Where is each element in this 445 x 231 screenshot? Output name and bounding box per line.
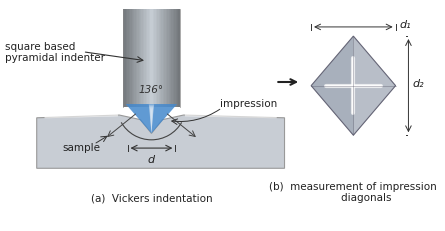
- Text: impression: impression: [220, 99, 278, 109]
- Polygon shape: [149, 9, 150, 107]
- Polygon shape: [166, 9, 167, 107]
- Polygon shape: [150, 108, 153, 133]
- Polygon shape: [164, 9, 166, 107]
- Polygon shape: [126, 104, 177, 133]
- Polygon shape: [126, 9, 127, 107]
- Polygon shape: [177, 9, 178, 107]
- Polygon shape: [150, 107, 153, 133]
- Polygon shape: [157, 9, 158, 107]
- Polygon shape: [163, 9, 164, 107]
- Polygon shape: [353, 36, 396, 135]
- Polygon shape: [167, 9, 169, 107]
- Polygon shape: [150, 109, 153, 133]
- Polygon shape: [160, 9, 162, 107]
- Polygon shape: [311, 86, 396, 135]
- Polygon shape: [171, 9, 173, 107]
- Polygon shape: [311, 36, 396, 86]
- Polygon shape: [147, 9, 149, 107]
- Polygon shape: [136, 9, 137, 107]
- Polygon shape: [150, 9, 151, 107]
- Polygon shape: [311, 36, 353, 135]
- Polygon shape: [178, 9, 180, 107]
- Polygon shape: [37, 115, 284, 168]
- Polygon shape: [151, 9, 153, 107]
- Polygon shape: [150, 110, 153, 133]
- Polygon shape: [151, 110, 152, 133]
- Polygon shape: [137, 9, 139, 107]
- Polygon shape: [170, 9, 171, 107]
- Polygon shape: [174, 9, 176, 107]
- Polygon shape: [146, 9, 147, 107]
- Polygon shape: [133, 9, 134, 107]
- Polygon shape: [158, 9, 160, 107]
- Polygon shape: [125, 9, 126, 107]
- Text: (a)  Vickers indentation: (a) Vickers indentation: [91, 193, 212, 203]
- Polygon shape: [140, 9, 142, 107]
- Polygon shape: [156, 9, 157, 107]
- Polygon shape: [132, 9, 133, 107]
- Text: 136°: 136°: [139, 85, 164, 95]
- Text: d: d: [148, 155, 155, 165]
- Polygon shape: [149, 104, 154, 133]
- Text: square based
pyramidal indenter: square based pyramidal indenter: [4, 42, 105, 63]
- Text: (b)  measurement of impression
        diagonals: (b) measurement of impression diagonals: [270, 182, 437, 203]
- Polygon shape: [149, 105, 154, 133]
- Polygon shape: [162, 9, 163, 107]
- Polygon shape: [149, 105, 154, 133]
- Polygon shape: [123, 9, 125, 107]
- Polygon shape: [129, 9, 130, 107]
- Polygon shape: [154, 9, 156, 107]
- Polygon shape: [176, 9, 177, 107]
- Text: sample: sample: [62, 143, 101, 153]
- Polygon shape: [149, 106, 154, 133]
- Polygon shape: [169, 9, 170, 107]
- Polygon shape: [144, 9, 146, 107]
- Polygon shape: [153, 9, 154, 107]
- Polygon shape: [173, 9, 174, 107]
- Polygon shape: [127, 9, 129, 107]
- Polygon shape: [134, 9, 136, 107]
- Polygon shape: [143, 9, 144, 107]
- Polygon shape: [142, 9, 143, 107]
- Text: d₁: d₁: [399, 20, 411, 30]
- Polygon shape: [130, 9, 132, 107]
- Polygon shape: [150, 106, 154, 133]
- Polygon shape: [139, 9, 140, 107]
- Text: d₂: d₂: [412, 79, 424, 89]
- Polygon shape: [150, 108, 153, 133]
